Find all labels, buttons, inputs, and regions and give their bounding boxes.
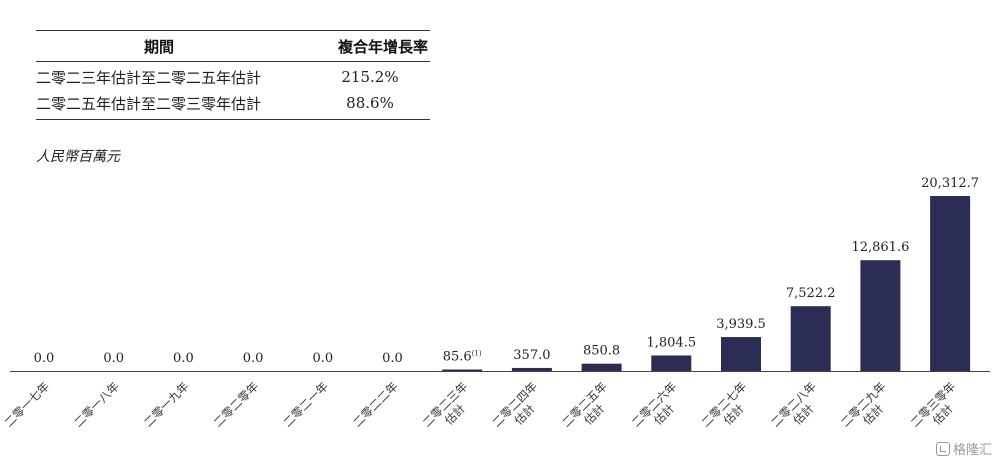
category-label: 二零二三年估計	[420, 379, 471, 430]
category-year-label: 二零二八年	[768, 379, 819, 430]
bar-value-label: 0.0	[34, 351, 55, 366]
category-year-label: 二零二零年	[211, 379, 262, 430]
category-label: 二零二二年	[350, 379, 401, 430]
period-column-header: 期間	[143, 37, 174, 56]
cagr-cell: 215.2%	[341, 68, 399, 86]
category-year-label: 二零二六年	[629, 379, 680, 430]
bar-value-label: 0.0	[173, 351, 194, 366]
watermark: 格隆汇	[935, 439, 992, 458]
cagr-table: 期間 複合年增長率 二零二三年估計至二零二五年估計 215.2% 二零二五年估計…	[36, 30, 430, 120]
category-year-label: 二零三零年	[908, 379, 959, 430]
category-year-label: 二零二七年	[699, 379, 750, 430]
bar	[511, 367, 552, 371]
bar-value-label: 12,861.6	[851, 240, 909, 255]
watermark-logo-icon	[935, 441, 950, 456]
watermark-text: 格隆汇	[952, 443, 992, 458]
bar-value-label: 3,939.5	[716, 317, 766, 332]
category-label: 二零三零年估計	[908, 379, 959, 430]
footnote-marker: (1)	[472, 350, 482, 358]
bar	[651, 355, 692, 371]
cagr-table-row: 二零二三年估計至二零二五年估計 215.2%	[36, 64, 430, 90]
bar-value-label: 850.8	[583, 344, 620, 359]
category-label: 二零一八年	[71, 379, 122, 430]
bar	[581, 363, 622, 371]
bar-value-label: 20,312.7	[921, 176, 979, 191]
cagr-table-row: 二零二五年估計至二零三零年估計 88.6%	[36, 90, 430, 116]
bar	[790, 306, 831, 371]
category-year-label: 二零二一年	[280, 379, 331, 430]
bar-value-label: 0.0	[243, 351, 264, 366]
category-year-label: 二零二三年	[420, 379, 471, 430]
bar-value-label: 357.0	[513, 348, 550, 363]
bar	[930, 196, 971, 371]
category-year-label: 二零一九年	[141, 379, 192, 430]
bar	[721, 337, 761, 371]
category-year-label: 二零二五年	[559, 379, 610, 430]
period-cell: 二零二五年估計至二零三零年估計	[36, 94, 262, 113]
bar-value-label: 85.6(1)	[443, 350, 482, 365]
category-label: 二零二五年估計	[559, 379, 610, 430]
category-year-label: 二零二四年	[489, 379, 540, 430]
bar-value-label: 7,522.2	[786, 286, 836, 301]
bar	[442, 369, 483, 371]
category-year-label: 二零一七年	[2, 379, 53, 430]
category-year-label: 二零二九年	[838, 379, 889, 430]
cagr-table-header: 期間 複合年增長率	[36, 31, 430, 62]
cagr-cell: 88.6%	[346, 94, 394, 112]
chart-unit-label: 人民幣百萬元	[36, 149, 120, 165]
category-year-label: 二零二二年	[350, 379, 401, 430]
period-cell: 二零二三年估計至二零二五年估計	[36, 68, 262, 87]
category-label: 二零一七年	[2, 379, 53, 430]
category-label: 二零二一年	[280, 379, 331, 430]
bar	[860, 260, 901, 371]
bar-value-label: 0.0	[382, 351, 403, 366]
bar-value-label: 1,804.5	[646, 335, 696, 350]
category-label: 二零一九年	[141, 379, 192, 430]
category-year-label: 二零一八年	[71, 379, 122, 430]
bar-value-label: 0.0	[103, 351, 124, 366]
cagr-column-header: 複合年增長率	[337, 37, 428, 56]
category-label: 二零二零年	[211, 379, 262, 430]
bar-value-label: 0.0	[312, 351, 333, 366]
